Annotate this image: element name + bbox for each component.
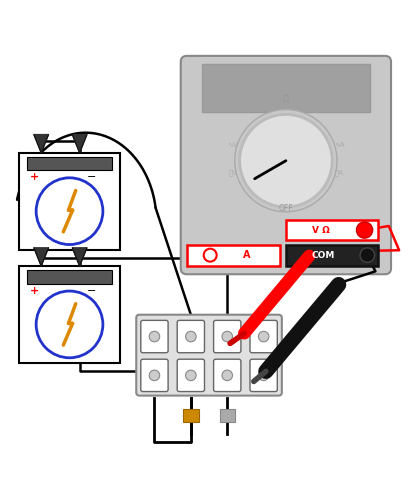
Bar <box>219 410 234 422</box>
FancyBboxPatch shape <box>213 320 240 352</box>
Circle shape <box>239 114 331 207</box>
Text: +: + <box>29 286 39 296</box>
Text: ∿A: ∿A <box>333 142 344 148</box>
Text: COM: COM <box>310 250 334 260</box>
Circle shape <box>149 370 160 380</box>
Circle shape <box>185 332 196 342</box>
Circle shape <box>258 370 268 380</box>
Bar <box>27 157 112 170</box>
Circle shape <box>355 222 372 238</box>
Polygon shape <box>72 248 87 266</box>
Text: A: A <box>243 250 250 260</box>
Bar <box>183 410 198 422</box>
Bar <box>187 245 279 266</box>
FancyBboxPatch shape <box>180 56 390 274</box>
Polygon shape <box>34 134 48 153</box>
FancyBboxPatch shape <box>249 320 276 352</box>
Circle shape <box>36 178 103 244</box>
Text: V Ω: V Ω <box>311 226 329 234</box>
Circle shape <box>221 370 232 380</box>
Polygon shape <box>34 248 48 266</box>
Circle shape <box>221 332 232 342</box>
Bar <box>27 270 112 283</box>
Text: −: − <box>87 172 96 182</box>
FancyBboxPatch shape <box>140 359 168 392</box>
Text: −: − <box>87 286 96 296</box>
Text: Ω: Ω <box>282 96 288 104</box>
Bar <box>201 64 369 112</box>
Circle shape <box>258 332 268 342</box>
Text: ⎓A: ⎓A <box>334 169 343 175</box>
FancyBboxPatch shape <box>140 320 168 352</box>
FancyBboxPatch shape <box>177 320 204 352</box>
Text: ⎓V: ⎓V <box>228 169 236 175</box>
Polygon shape <box>72 134 87 153</box>
FancyBboxPatch shape <box>213 359 240 392</box>
FancyBboxPatch shape <box>136 314 281 396</box>
Bar <box>285 245 378 266</box>
Circle shape <box>185 370 196 380</box>
Text: +: + <box>29 172 39 182</box>
FancyBboxPatch shape <box>249 359 276 392</box>
Bar <box>19 266 120 363</box>
Circle shape <box>36 291 103 358</box>
FancyBboxPatch shape <box>177 359 204 392</box>
Circle shape <box>149 332 160 342</box>
Text: OFF: OFF <box>278 204 292 213</box>
Bar <box>285 220 378 240</box>
Bar <box>19 153 120 250</box>
Circle shape <box>234 110 336 212</box>
Text: ∿V: ∿V <box>227 142 237 148</box>
Circle shape <box>203 248 216 262</box>
Circle shape <box>359 248 374 262</box>
